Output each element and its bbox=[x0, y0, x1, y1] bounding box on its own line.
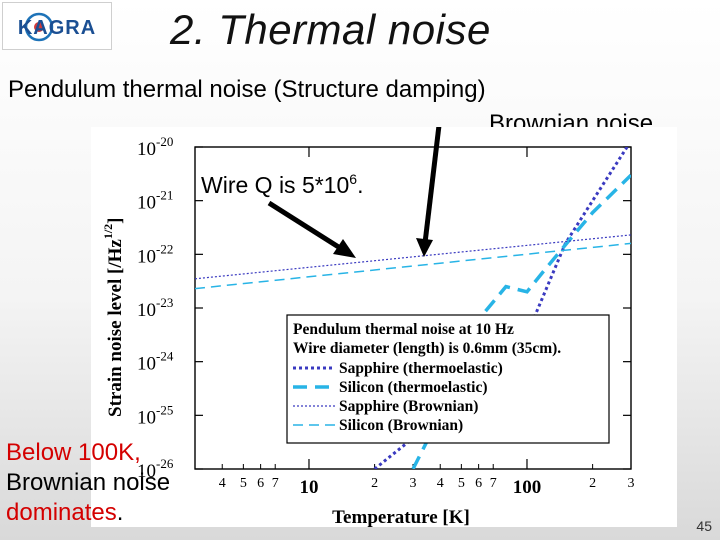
x-minor-tick-label: 6 bbox=[257, 476, 264, 491]
y-tick-label: 10-22 bbox=[137, 241, 173, 267]
x-minor-tick-label: 4 bbox=[219, 476, 226, 491]
wire-q-annotation: Wire Q is 5*106. bbox=[201, 171, 363, 198]
dominates-text: dominates bbox=[6, 499, 117, 526]
series-silicon-brownian bbox=[195, 242, 631, 290]
y-axis-label: Strain noise level [/Hz1/2] bbox=[101, 217, 126, 417]
x-major-tick-label: 10 bbox=[299, 477, 318, 498]
y-axis-label-text: Strain noise level [/Hz bbox=[105, 239, 126, 417]
x-minor-tick-label: 5 bbox=[240, 476, 247, 491]
arrow-to-silicon-brownian bbox=[267, 200, 350, 256]
y-tick-label-exp: -24 bbox=[156, 349, 174, 364]
below-100k-note: Below 100K, Brownian noise dominates. bbox=[6, 438, 170, 528]
x-minor-tick-label: 2 bbox=[589, 476, 596, 491]
dominates-period: . bbox=[116, 499, 124, 526]
arrow-head-silicon-brownian bbox=[333, 239, 356, 258]
y-axis-label-exp: 1/2 bbox=[101, 224, 115, 239]
x-minor-tick-label: 7 bbox=[490, 476, 497, 491]
legend-box bbox=[286, 314, 610, 444]
series-sapphire-brownian bbox=[195, 234, 631, 280]
y-tick-label-base: 10 bbox=[137, 461, 156, 482]
x-minor-tick-label: 5 bbox=[458, 476, 465, 491]
legend-item-sapphire-brownian: Sapphire (Brownian) bbox=[339, 398, 478, 415]
y-tick-label-exp: -22 bbox=[156, 241, 173, 256]
y-tick-label: 10-25 bbox=[137, 402, 173, 428]
x-minor-tick-label: 3 bbox=[410, 476, 417, 491]
y-tick-label-base: 10 bbox=[137, 300, 156, 321]
y-tick-label-exp: -25 bbox=[156, 402, 173, 417]
series-silicon-thermoelastic bbox=[411, 173, 631, 469]
y-tick-label: 10-24 bbox=[137, 349, 174, 375]
x-minor-tick-label: 2 bbox=[371, 476, 378, 491]
slide-title: 2. Thermal noise bbox=[170, 6, 491, 53]
dominates-line: dominates. bbox=[6, 498, 170, 528]
logo-text: KAGRA bbox=[18, 17, 96, 39]
x-minor-tick-label: 4 bbox=[437, 476, 444, 491]
arrow-head-sapphire-brownian bbox=[416, 238, 433, 257]
brownian-noise-text: Brownian noise bbox=[6, 469, 171, 496]
y-tick-label: 10-20 bbox=[137, 134, 173, 160]
wire-q-suffix: . bbox=[357, 172, 363, 198]
legend-item-sapphire-thermoelastic: Sapphire (thermoelastic) bbox=[339, 360, 503, 377]
slide-subtitle: Pendulum thermal noise (Structure dampin… bbox=[8, 76, 486, 103]
y-tick-label: 10-21 bbox=[137, 188, 173, 214]
y-tick-label-base: 10 bbox=[137, 407, 156, 428]
x-axis-label: Temperature [K] bbox=[332, 507, 470, 527]
y-tick-label-exp: -21 bbox=[156, 188, 173, 203]
wire-q-exponent: 6 bbox=[349, 171, 357, 187]
y-tick-label-base: 10 bbox=[137, 354, 156, 375]
y-axis-label-close: ] bbox=[105, 217, 126, 223]
page-number: 45 bbox=[696, 518, 712, 534]
legend: Pendulum thermal noise at 10 Hz Wire dia… bbox=[286, 314, 610, 444]
thermal-noise-chart: 10-20 10-21 10-22 10-23 10-24 10-25 10-26 10 100… bbox=[91, 127, 677, 527]
legend-title-1: Pendulum thermal noise at 10 Hz bbox=[293, 321, 514, 338]
x-minor-tick-label: 3 bbox=[628, 476, 635, 491]
y-tick-label: 10-23 bbox=[137, 295, 173, 321]
legend-title-2: Wire diameter (length) is 0.6mm (35cm). bbox=[293, 340, 561, 357]
y-tick-label-base: 10 bbox=[137, 193, 156, 214]
legend-item-silicon-thermoelastic: Silicon (thermoelastic) bbox=[339, 379, 488, 396]
x-minor-tick-label: 6 bbox=[475, 476, 482, 491]
y-tick-label: 10-26 bbox=[137, 456, 174, 482]
legend-item-silicon-brownian: Silicon (Brownian) bbox=[339, 417, 463, 434]
arrow-to-sapphire-brownian bbox=[422, 127, 442, 244]
kagra-logo: KAGRA bbox=[2, 2, 112, 50]
below-100k-text: Below 100K, bbox=[6, 439, 141, 466]
y-tick-label-exp: -26 bbox=[156, 456, 174, 471]
y-tick-label-exp: -23 bbox=[156, 295, 173, 310]
wire-q-prefix: Wire Q is 5*10 bbox=[201, 172, 349, 198]
y-tick-label-base: 10 bbox=[137, 246, 156, 267]
x-minor-tick-label: 7 bbox=[272, 476, 279, 491]
x-major-tick-label: 100 bbox=[513, 477, 542, 498]
y-tick-label-base: 10 bbox=[137, 139, 156, 160]
y-tick-label-exp: -20 bbox=[156, 134, 173, 149]
